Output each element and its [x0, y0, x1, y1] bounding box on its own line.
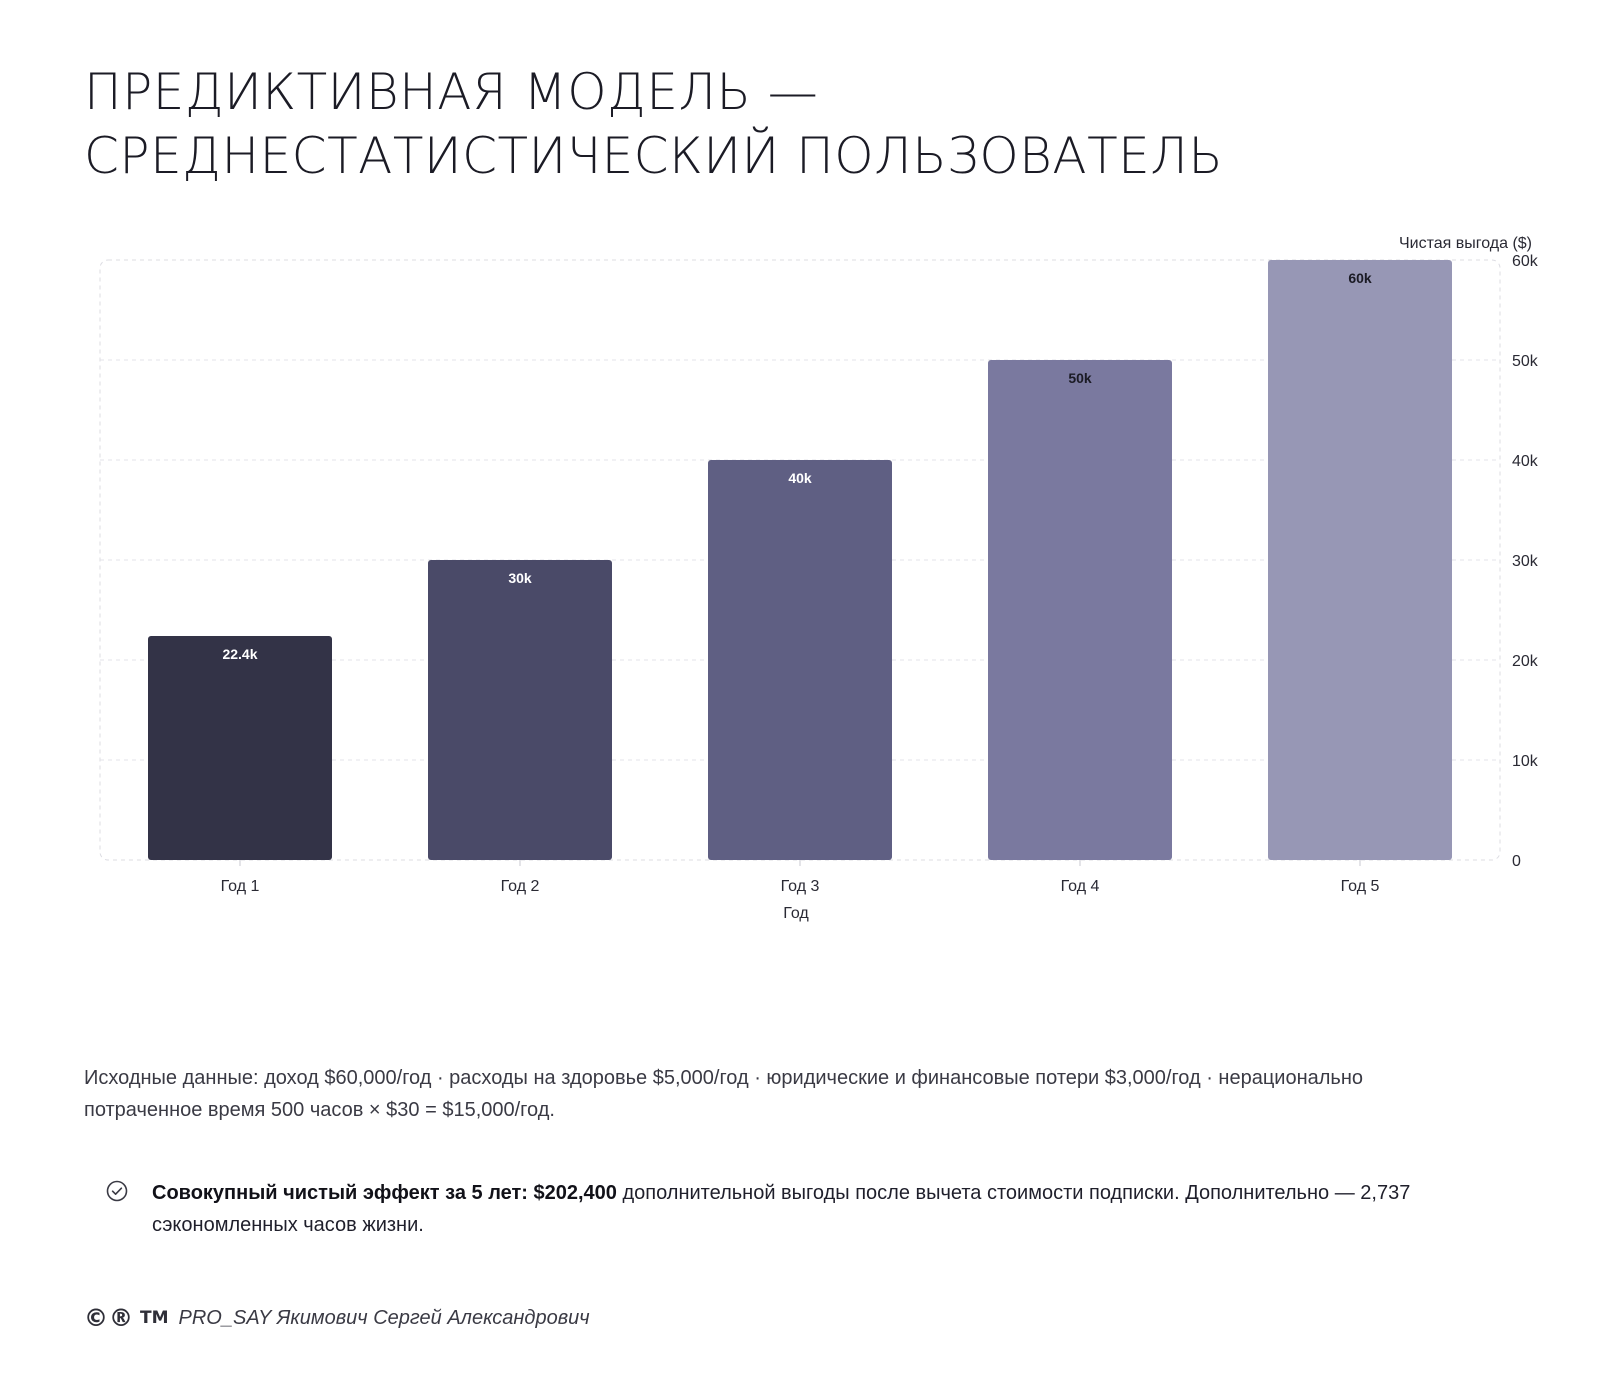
- bar-value-label: 60k: [1348, 270, 1372, 286]
- bar: [1268, 260, 1452, 860]
- y-tick-label: 60k: [1512, 253, 1539, 270]
- y-tick-label: 50k: [1512, 353, 1539, 370]
- copyright-registered-marks: ©®: [84, 1304, 134, 1332]
- check-circle-icon: [106, 1180, 128, 1202]
- page-title: ПРЕДИКТИВНАЯ МОДЕЛЬ — СРЕДНЕСТАТИСТИЧЕСК…: [84, 60, 1384, 188]
- y-axis-label: Чистая выгода ($): [1399, 235, 1532, 252]
- copyright-footer: ©® TM PRO_SAY Якимович Сергей Александро…: [84, 1304, 590, 1332]
- summary-rest: дополнительной выгоды после вычета стоим…: [152, 1182, 1411, 1236]
- bar: [428, 560, 612, 860]
- summary-bold: Совокупный чистый эффект за 5 лет: $202,…: [152, 1182, 617, 1204]
- net-benefit-bar-chart: 22.4k 30k 40k 50k 60k 0 10k 20k 30k 40k 50k 60k Го…: [99, 235, 1539, 922]
- y-tick-label: 10k: [1512, 753, 1539, 770]
- bar-value-label: 40k: [788, 470, 812, 486]
- y-tick-label: 0: [1512, 853, 1521, 870]
- y-tick-label: 40k: [1512, 453, 1539, 470]
- x-tick-label: Год 3: [781, 878, 820, 895]
- bars: [148, 260, 1452, 860]
- summary-callout: Совокупный чистый эффект за 5 лет: $202,…: [106, 1177, 1486, 1241]
- x-axis-ticks: Год 1 Год 2 Год 3 Год 4 Год 5: [221, 860, 1380, 895]
- source-data-note: Исходные данные: доход $60,000/год · рас…: [84, 1067, 1364, 1121]
- x-tick-label: Год 4: [1061, 878, 1100, 895]
- summary-text: Совокупный чистый эффект за 5 лет: $202,…: [152, 1177, 1486, 1241]
- x-tick-label: Год 1: [221, 878, 260, 895]
- x-tick-label: Год 5: [1341, 878, 1380, 895]
- y-tick-label: 20k: [1512, 653, 1539, 670]
- bar: [708, 460, 892, 860]
- bar-value-label: 50k: [1068, 370, 1092, 386]
- page-title-line-1: ПРЕДИКТИВНАЯ МОДЕЛЬ —: [84, 63, 819, 121]
- author-name: PRO_SAY Якимович Сергей Александрович: [178, 1306, 590, 1329]
- bar-value-label: 30k: [508, 570, 532, 586]
- y-axis-ticks: 0 10k 20k 30k 40k 50k 60k: [1512, 253, 1539, 870]
- bar-value-labels: 22.4k 30k 40k 50k 60k: [222, 270, 1371, 662]
- x-tick-label: Год 2: [501, 878, 540, 895]
- trademark-mark: TM: [140, 1308, 169, 1328]
- bar: [148, 636, 332, 860]
- y-tick-label: 30k: [1512, 553, 1539, 570]
- bar-value-label: 22.4k: [222, 646, 257, 662]
- page-title-line-2: СРЕДНЕСТАТИСТИЧЕСКИЙ ПОЛЬЗОВАТЕЛЬ: [84, 127, 1224, 185]
- x-axis-label: Год: [783, 905, 809, 922]
- bar: [988, 360, 1172, 860]
